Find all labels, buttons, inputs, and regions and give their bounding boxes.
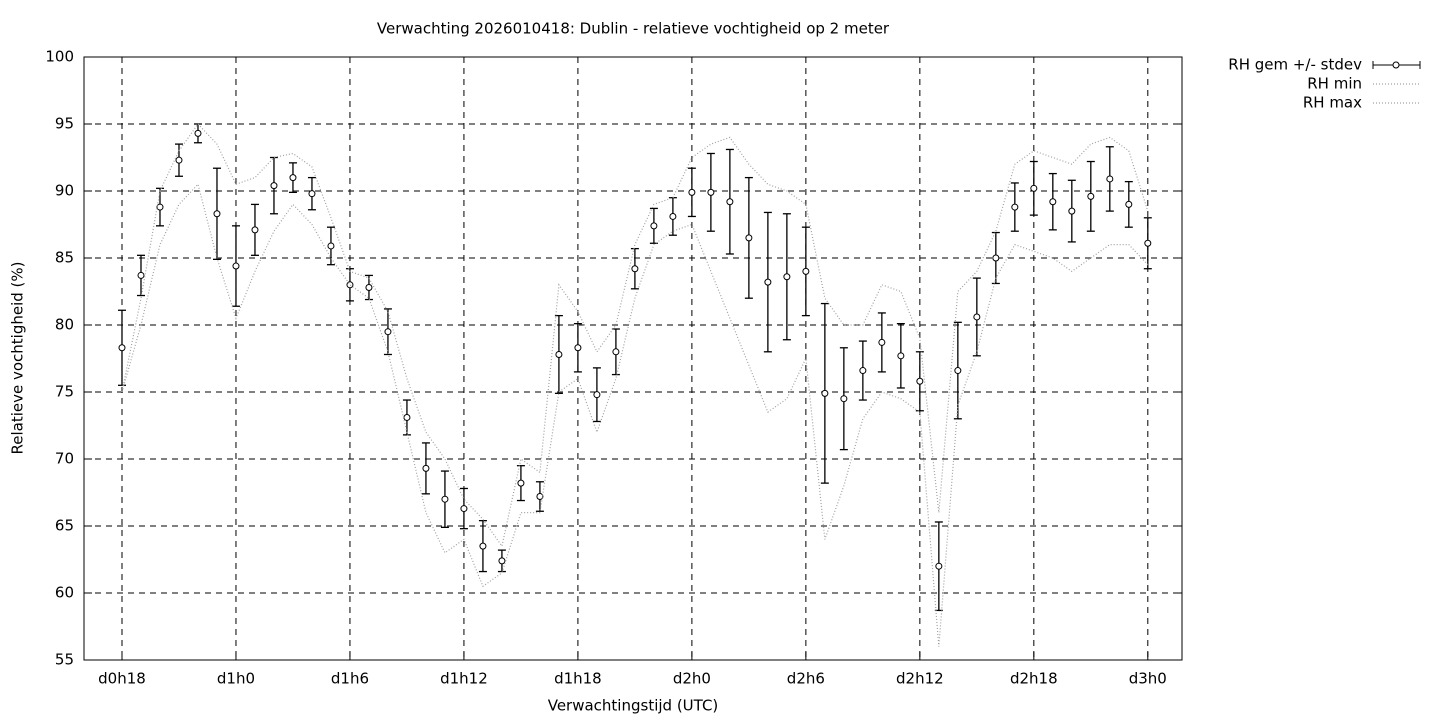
y-tick-label: 70 (55, 450, 74, 468)
x-tick-label: d0h18 (98, 670, 146, 688)
legend-swatch (1392, 61, 1400, 69)
legend-label: RH min (1307, 75, 1362, 93)
point (726, 198, 734, 206)
point (1106, 175, 1114, 183)
point (270, 182, 278, 190)
point (802, 267, 810, 275)
point (251, 226, 259, 234)
y-tick-label: 85 (55, 249, 74, 267)
chart-title: Verwachting 2026010418: Dublin - relatie… (377, 20, 890, 38)
point (954, 367, 962, 375)
point (308, 190, 316, 198)
x-tick-label: d3h0 (1129, 670, 1167, 688)
point (422, 464, 430, 472)
point (137, 271, 145, 279)
point (384, 328, 392, 336)
point (783, 273, 791, 281)
point (536, 493, 544, 501)
y-tick-label: 75 (55, 383, 74, 401)
point (156, 203, 164, 211)
point (365, 283, 373, 291)
point (897, 352, 905, 360)
y-tick-label: 95 (55, 115, 74, 133)
point (1030, 184, 1038, 192)
point (707, 188, 715, 196)
y-tick-label: 60 (55, 584, 74, 602)
y-axis-label: Relatieve vochtigheid (%) (9, 261, 27, 454)
point (859, 367, 867, 375)
point (555, 350, 563, 358)
x-tick-label: d1h0 (217, 670, 255, 688)
y-tick-label: 90 (55, 182, 74, 200)
x-tick-label: d2h0 (673, 670, 711, 688)
x-tick-label: d2h12 (896, 670, 944, 688)
y-tick-label: 65 (55, 517, 74, 535)
point (669, 212, 677, 220)
plot-frame (83, 56, 1183, 661)
point (1049, 198, 1057, 206)
point (1125, 200, 1133, 208)
point (992, 254, 1000, 262)
point (916, 377, 924, 385)
point (175, 156, 183, 164)
line-series (121, 183, 1149, 647)
point (1144, 239, 1152, 247)
x-axis-label: Verwachtingstijd (UTC) (548, 697, 719, 715)
point (479, 542, 487, 550)
legend-label: RH gem +/- stdev (1228, 56, 1362, 74)
point (745, 234, 753, 242)
legend-label: RH max (1303, 94, 1362, 112)
point (194, 129, 202, 137)
point (1087, 192, 1095, 200)
x-tick-label: d1h12 (440, 670, 488, 688)
point (612, 348, 620, 356)
y-tick-label: 100 (45, 48, 74, 66)
x-tick-label: d1h6 (331, 670, 369, 688)
point (935, 562, 943, 570)
x-tick-label: d2h6 (787, 670, 825, 688)
point (574, 344, 582, 352)
y-tick-label: 55 (55, 651, 74, 669)
point (327, 242, 335, 250)
point (118, 344, 126, 352)
point (460, 505, 468, 513)
point (232, 262, 240, 270)
x-tick-label: d2h18 (1010, 670, 1058, 688)
x-tick-label: d1h18 (554, 670, 602, 688)
point (498, 557, 506, 565)
point (688, 188, 696, 196)
point (593, 391, 601, 399)
point (213, 210, 221, 218)
point (441, 495, 449, 503)
point (764, 278, 772, 286)
point (650, 222, 658, 230)
point (346, 281, 354, 289)
line-series (121, 123, 1149, 548)
point (631, 265, 639, 273)
point (821, 389, 829, 397)
point (289, 174, 297, 182)
point (517, 479, 525, 487)
point (1011, 203, 1019, 211)
point (840, 395, 848, 403)
point (973, 313, 981, 321)
point (878, 338, 886, 346)
point (1068, 207, 1076, 215)
point (403, 413, 411, 421)
y-tick-label: 80 (55, 316, 74, 334)
